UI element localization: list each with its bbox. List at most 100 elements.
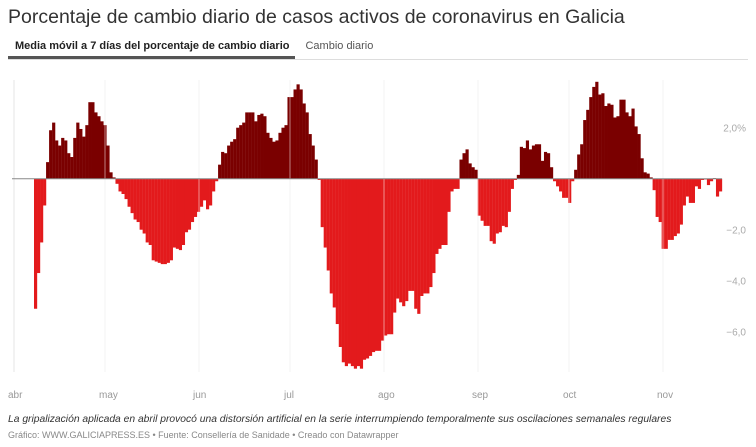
bar-negative <box>715 178 720 197</box>
x-tick-label: may <box>99 390 118 401</box>
bar-positive <box>221 151 225 179</box>
bar-negative <box>320 178 324 228</box>
bar-positive <box>260 113 264 179</box>
bar-negative <box>332 178 336 308</box>
bar-negative <box>178 178 183 251</box>
bar-negative <box>148 178 152 245</box>
bar-positive <box>586 109 590 179</box>
bar-positive <box>46 162 50 179</box>
bar-positive <box>619 99 623 179</box>
bar-positive <box>595 81 599 179</box>
bar-negative <box>673 178 677 237</box>
bar-negative <box>371 178 376 353</box>
bar-negative <box>676 178 680 234</box>
bar-negative <box>206 178 210 210</box>
bar-negative <box>209 178 213 206</box>
bar-negative <box>709 178 714 182</box>
bar-positive <box>546 153 551 179</box>
bar-positive <box>637 134 641 179</box>
bar-negative <box>40 178 44 243</box>
tab-bar: Media móvil a 7 días del porcentaje de c… <box>8 38 748 60</box>
y-tick-label: −4,0 <box>726 277 746 288</box>
bar-positive <box>525 140 530 179</box>
bar-positive <box>73 137 77 179</box>
x-tick-label: jul <box>283 390 294 401</box>
bar-positive <box>519 146 523 179</box>
bar-negative <box>694 178 699 187</box>
bar-positive <box>284 125 288 179</box>
bar-negative <box>414 178 418 309</box>
bar-negative <box>718 178 723 192</box>
bar-negative <box>486 178 490 226</box>
bar-negative <box>426 178 430 294</box>
bar-positive <box>646 173 650 179</box>
bar-negative <box>435 178 439 254</box>
bar-negative <box>154 178 158 262</box>
bar-negative <box>347 178 351 364</box>
bar-negative <box>513 178 517 180</box>
bar-negative <box>706 178 711 186</box>
bar-negative <box>498 178 502 233</box>
bar-positive <box>528 149 533 179</box>
bar-negative <box>393 178 397 313</box>
bar-negative <box>124 178 128 200</box>
bar-positive <box>269 137 273 179</box>
bar-negative <box>353 178 358 369</box>
chart-title: Porcentaje de cambio diario de casos act… <box>8 6 625 28</box>
bar-positive <box>109 172 113 179</box>
bar-positive <box>263 116 267 179</box>
bar-negative <box>480 178 484 221</box>
bar-negative <box>504 178 508 228</box>
bar-positive <box>550 167 554 179</box>
bar-negative <box>568 178 572 203</box>
bar-negative <box>130 178 134 214</box>
x-tick-label: oct <box>563 390 577 401</box>
bar-negative <box>450 178 454 192</box>
bar-positive <box>67 153 71 179</box>
bar-positive <box>290 97 294 179</box>
bar-negative <box>507 178 511 212</box>
bar-positive <box>49 130 53 179</box>
bar-negative <box>441 178 445 245</box>
bar-negative <box>374 178 379 351</box>
bar-negative <box>362 178 367 360</box>
bar-negative <box>323 178 327 248</box>
bar-positive <box>106 145 110 179</box>
bar-positive <box>604 106 608 179</box>
bars <box>34 80 723 372</box>
bar-positive <box>58 145 62 179</box>
tab-moving-average[interactable]: Media móvil a 7 días del porcentaje de c… <box>8 38 296 59</box>
bar-positive <box>543 151 548 179</box>
bar-positive <box>589 97 593 179</box>
bar-positive <box>61 137 65 179</box>
bar-negative <box>664 178 668 249</box>
bar-negative <box>501 178 505 226</box>
bar-negative <box>453 178 457 189</box>
bar-positive <box>287 97 291 179</box>
bar-positive <box>583 120 587 179</box>
bar-negative <box>390 178 394 335</box>
bar-positive <box>308 134 312 179</box>
bar-negative <box>492 178 496 244</box>
bar-positive <box>522 148 527 179</box>
x-tick-label: sep <box>472 390 489 401</box>
bar-negative <box>34 178 38 309</box>
bar-negative <box>700 178 705 180</box>
bar-positive <box>311 145 315 179</box>
bar-positive <box>574 169 578 179</box>
tab-daily-change[interactable]: Cambio diario <box>305 40 374 52</box>
bar-negative <box>139 178 143 230</box>
bar-negative <box>679 178 683 225</box>
bar-negative <box>489 178 493 242</box>
bar-negative <box>341 178 345 363</box>
bar-negative <box>199 178 204 207</box>
bar-negative <box>697 178 702 189</box>
bar-positive <box>625 112 629 179</box>
bar-negative <box>127 178 131 207</box>
bar-negative <box>495 178 499 234</box>
bar-negative <box>405 178 409 302</box>
bar-positive <box>468 163 472 179</box>
bar-negative <box>559 178 563 192</box>
bar-negative <box>565 178 569 198</box>
bar-positive <box>465 149 469 179</box>
